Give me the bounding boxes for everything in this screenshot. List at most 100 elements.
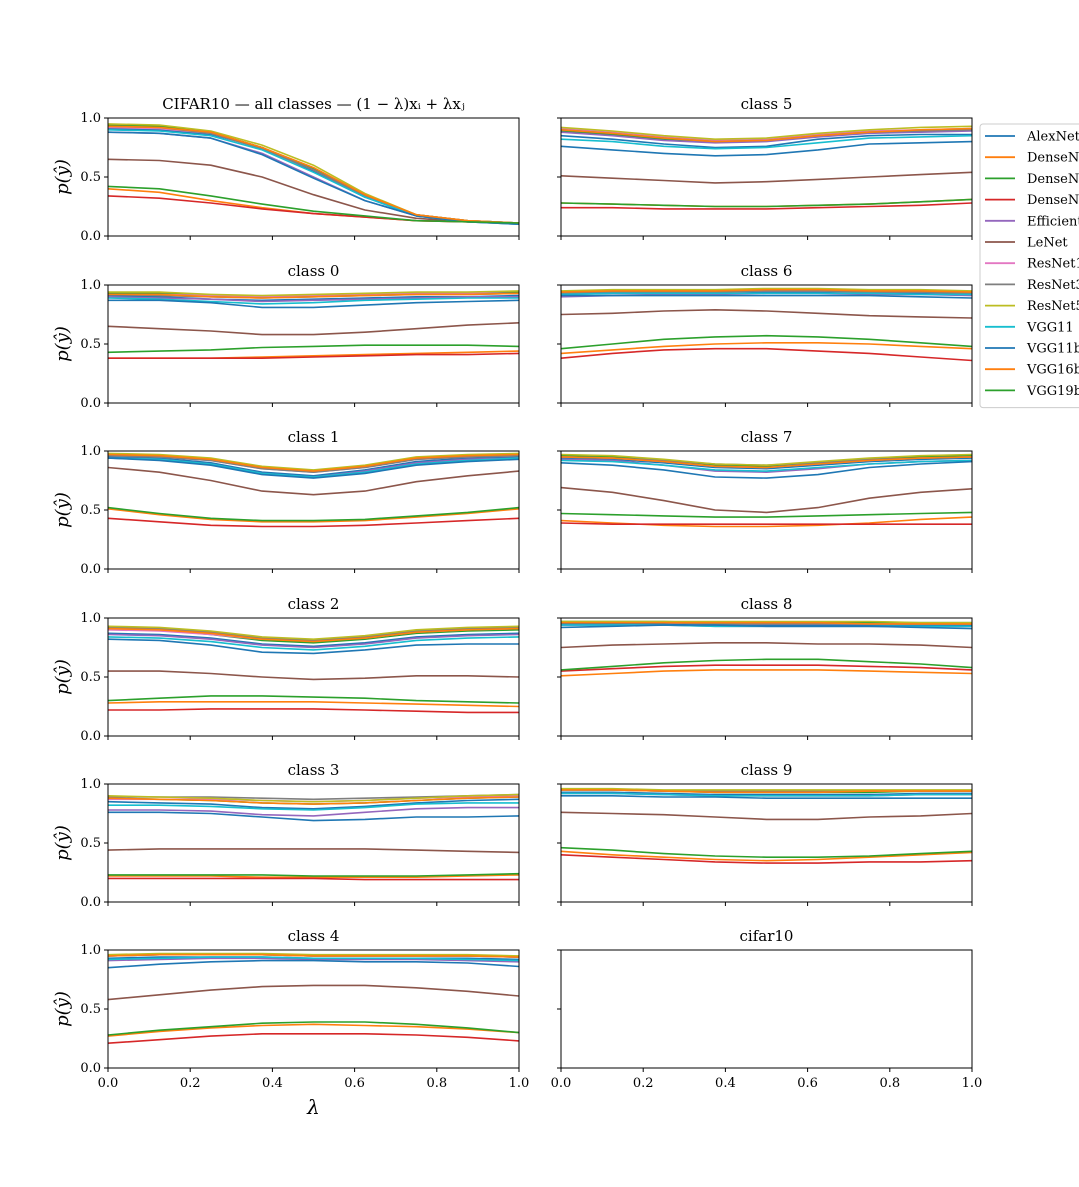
- axes-frame: [107, 450, 520, 570]
- legend-label: VGG11: [1026, 320, 1074, 335]
- series-line-resnet34: [107, 626, 520, 642]
- legend-label: VGG16bn: [1026, 363, 1079, 378]
- series-line-vgg16bn: [561, 621, 972, 625]
- series-line-lenet: [107, 322, 520, 336]
- series-line-resnet50: [560, 453, 973, 467]
- y-tick-label: 1.0: [80, 278, 101, 293]
- series-line-vgg16bn: [561, 789, 972, 794]
- series-line-alexnet: [107, 456, 520, 477]
- panel-title: class 0: [288, 262, 340, 280]
- series-line-densenet201: [560, 664, 973, 672]
- series-line-resnet50: [107, 793, 520, 803]
- x-tick-label: 0.0: [551, 1076, 572, 1091]
- series-line-alexnet: [560, 457, 973, 470]
- panel-6: class 2 0.0 0.5 1.0 p(ŷ): [52, 595, 520, 744]
- series-line-resnet50: [107, 452, 520, 471]
- panel-0: CIFAR10 — all classes — (1 − λ)xᵢ + λxⱼ 0…: [52, 95, 520, 244]
- panel-title: class 2: [288, 595, 340, 613]
- y-tick-label: 0.5: [80, 836, 101, 851]
- y-tick-label: 0.0: [80, 396, 101, 411]
- series-line-vgg19bn: [560, 511, 973, 518]
- series-line-lenet: [107, 466, 520, 496]
- panel-title: class 8: [741, 595, 793, 613]
- panel-title: CIFAR10 — all classes — (1 − λ)xᵢ + λxⱼ: [162, 95, 465, 113]
- series-line-densenet201: [108, 352, 520, 360]
- x-tick-label: 0.8: [426, 1076, 447, 1091]
- x-axis-label: λ: [306, 1095, 320, 1119]
- panel-4: class 1 0.0 0.5 1.0 p(ŷ): [52, 428, 520, 577]
- panel-title: cifar10: [740, 927, 794, 945]
- panel-title: class 5: [741, 95, 793, 113]
- panel-title: class 6: [741, 262, 793, 280]
- y-axis-label: p(ŷ): [52, 326, 73, 362]
- series-line-resnet50: [561, 620, 972, 624]
- axes-frame: [560, 783, 973, 903]
- series-line-vgg16bn: [560, 127, 973, 143]
- panel-10: class 4 0.0 0.5 1.0 0.0 0.2 0.4 0.6 0.8 1.0 p(ŷ): [52, 927, 529, 1091]
- series-line-densenet201: [560, 522, 972, 526]
- series-line-densenet121: [560, 850, 973, 862]
- y-tick-label: 1.0: [80, 611, 101, 626]
- series-line-vgg16bn: [107, 453, 520, 472]
- series-line-vgg11bn: [107, 638, 519, 655]
- panel-title: class 9: [741, 761, 793, 779]
- series-line-vgg16bn: [107, 796, 520, 805]
- series-line-densenet201: [107, 517, 520, 528]
- y-tick-label: 0.5: [80, 503, 101, 518]
- series-line-vgg11: [107, 457, 520, 478]
- panel-3: class 6: [557, 262, 973, 407]
- series-line-lenet: [560, 811, 973, 821]
- series-line-vgg16bn: [560, 456, 973, 469]
- legend-label: DenseNet169: [1027, 172, 1079, 187]
- series-line-efficientnet: [107, 957, 520, 963]
- x-tick-label: 0.4: [715, 1076, 736, 1091]
- series-line-lenet: [560, 171, 973, 184]
- x-tick-label: 0.6: [797, 1076, 818, 1091]
- legend-label: ResNet18: [1027, 257, 1079, 272]
- x-tick-label: 1.0: [509, 1076, 530, 1091]
- panel-title: class 4: [288, 927, 340, 945]
- series-line-resnet34: [560, 290, 973, 295]
- series-line-vgg11: [560, 292, 972, 296]
- series-line-vgg16bn: [560, 288, 973, 293]
- series-line-alexnet: [561, 791, 972, 796]
- x-tick-label: 0.8: [879, 1076, 900, 1091]
- series-line-lenet: [108, 670, 520, 681]
- legend-label: LeNet: [1027, 236, 1068, 251]
- series-line-vgg11bn: [107, 457, 520, 479]
- series-line-resnet34: [107, 454, 520, 474]
- series-line-resnet50: [107, 952, 520, 957]
- panel-11: cifar10 0.0 0.2 0.4 0.6 0.8 1.0: [551, 927, 983, 1091]
- series-line-vgg11: [107, 297, 519, 305]
- series-line-resnet50: [108, 290, 520, 297]
- series-line-resnet50: [561, 787, 972, 791]
- y-tick-label: 0.0: [80, 1061, 101, 1076]
- series-line-vgg11bn: [107, 131, 520, 225]
- series-line-vgg11: [561, 792, 972, 797]
- series-line-alexnet: [107, 632, 520, 648]
- legend-label: DenseNet201: [1027, 193, 1079, 208]
- series-line-lenet: [560, 486, 973, 514]
- legend-label: ResNet34: [1027, 278, 1079, 293]
- y-tick-label: 1.0: [80, 444, 101, 459]
- legend-label: VGG11bn: [1026, 342, 1079, 357]
- series-line-vgg19bn: [560, 846, 973, 859]
- series-line-efficientnet: [108, 806, 519, 817]
- y-tick-label: 1.0: [80, 943, 101, 958]
- y-tick-label: 0.5: [80, 670, 101, 685]
- x-tick-label: 0.2: [633, 1076, 654, 1091]
- series-line-resnet50: [107, 625, 520, 641]
- panel-8: class 3 0.0 0.5 1.0 p(ŷ): [52, 761, 520, 910]
- series-line-vgg11: [107, 636, 520, 651]
- series-line-vgg11bn: [108, 299, 520, 309]
- x-tick-label: 1.0: [962, 1076, 983, 1091]
- series-line-vgg19bn: [107, 506, 520, 522]
- series-line-resnet50: [560, 125, 973, 140]
- series-line-vgg11bn: [560, 624, 973, 630]
- series-line-densenet121: [560, 669, 973, 677]
- panel-7: class 8: [557, 595, 973, 740]
- series-line-densenet201: [561, 202, 973, 210]
- series-line-vgg16bn: [107, 953, 520, 958]
- series-line-densenet201: [108, 708, 519, 714]
